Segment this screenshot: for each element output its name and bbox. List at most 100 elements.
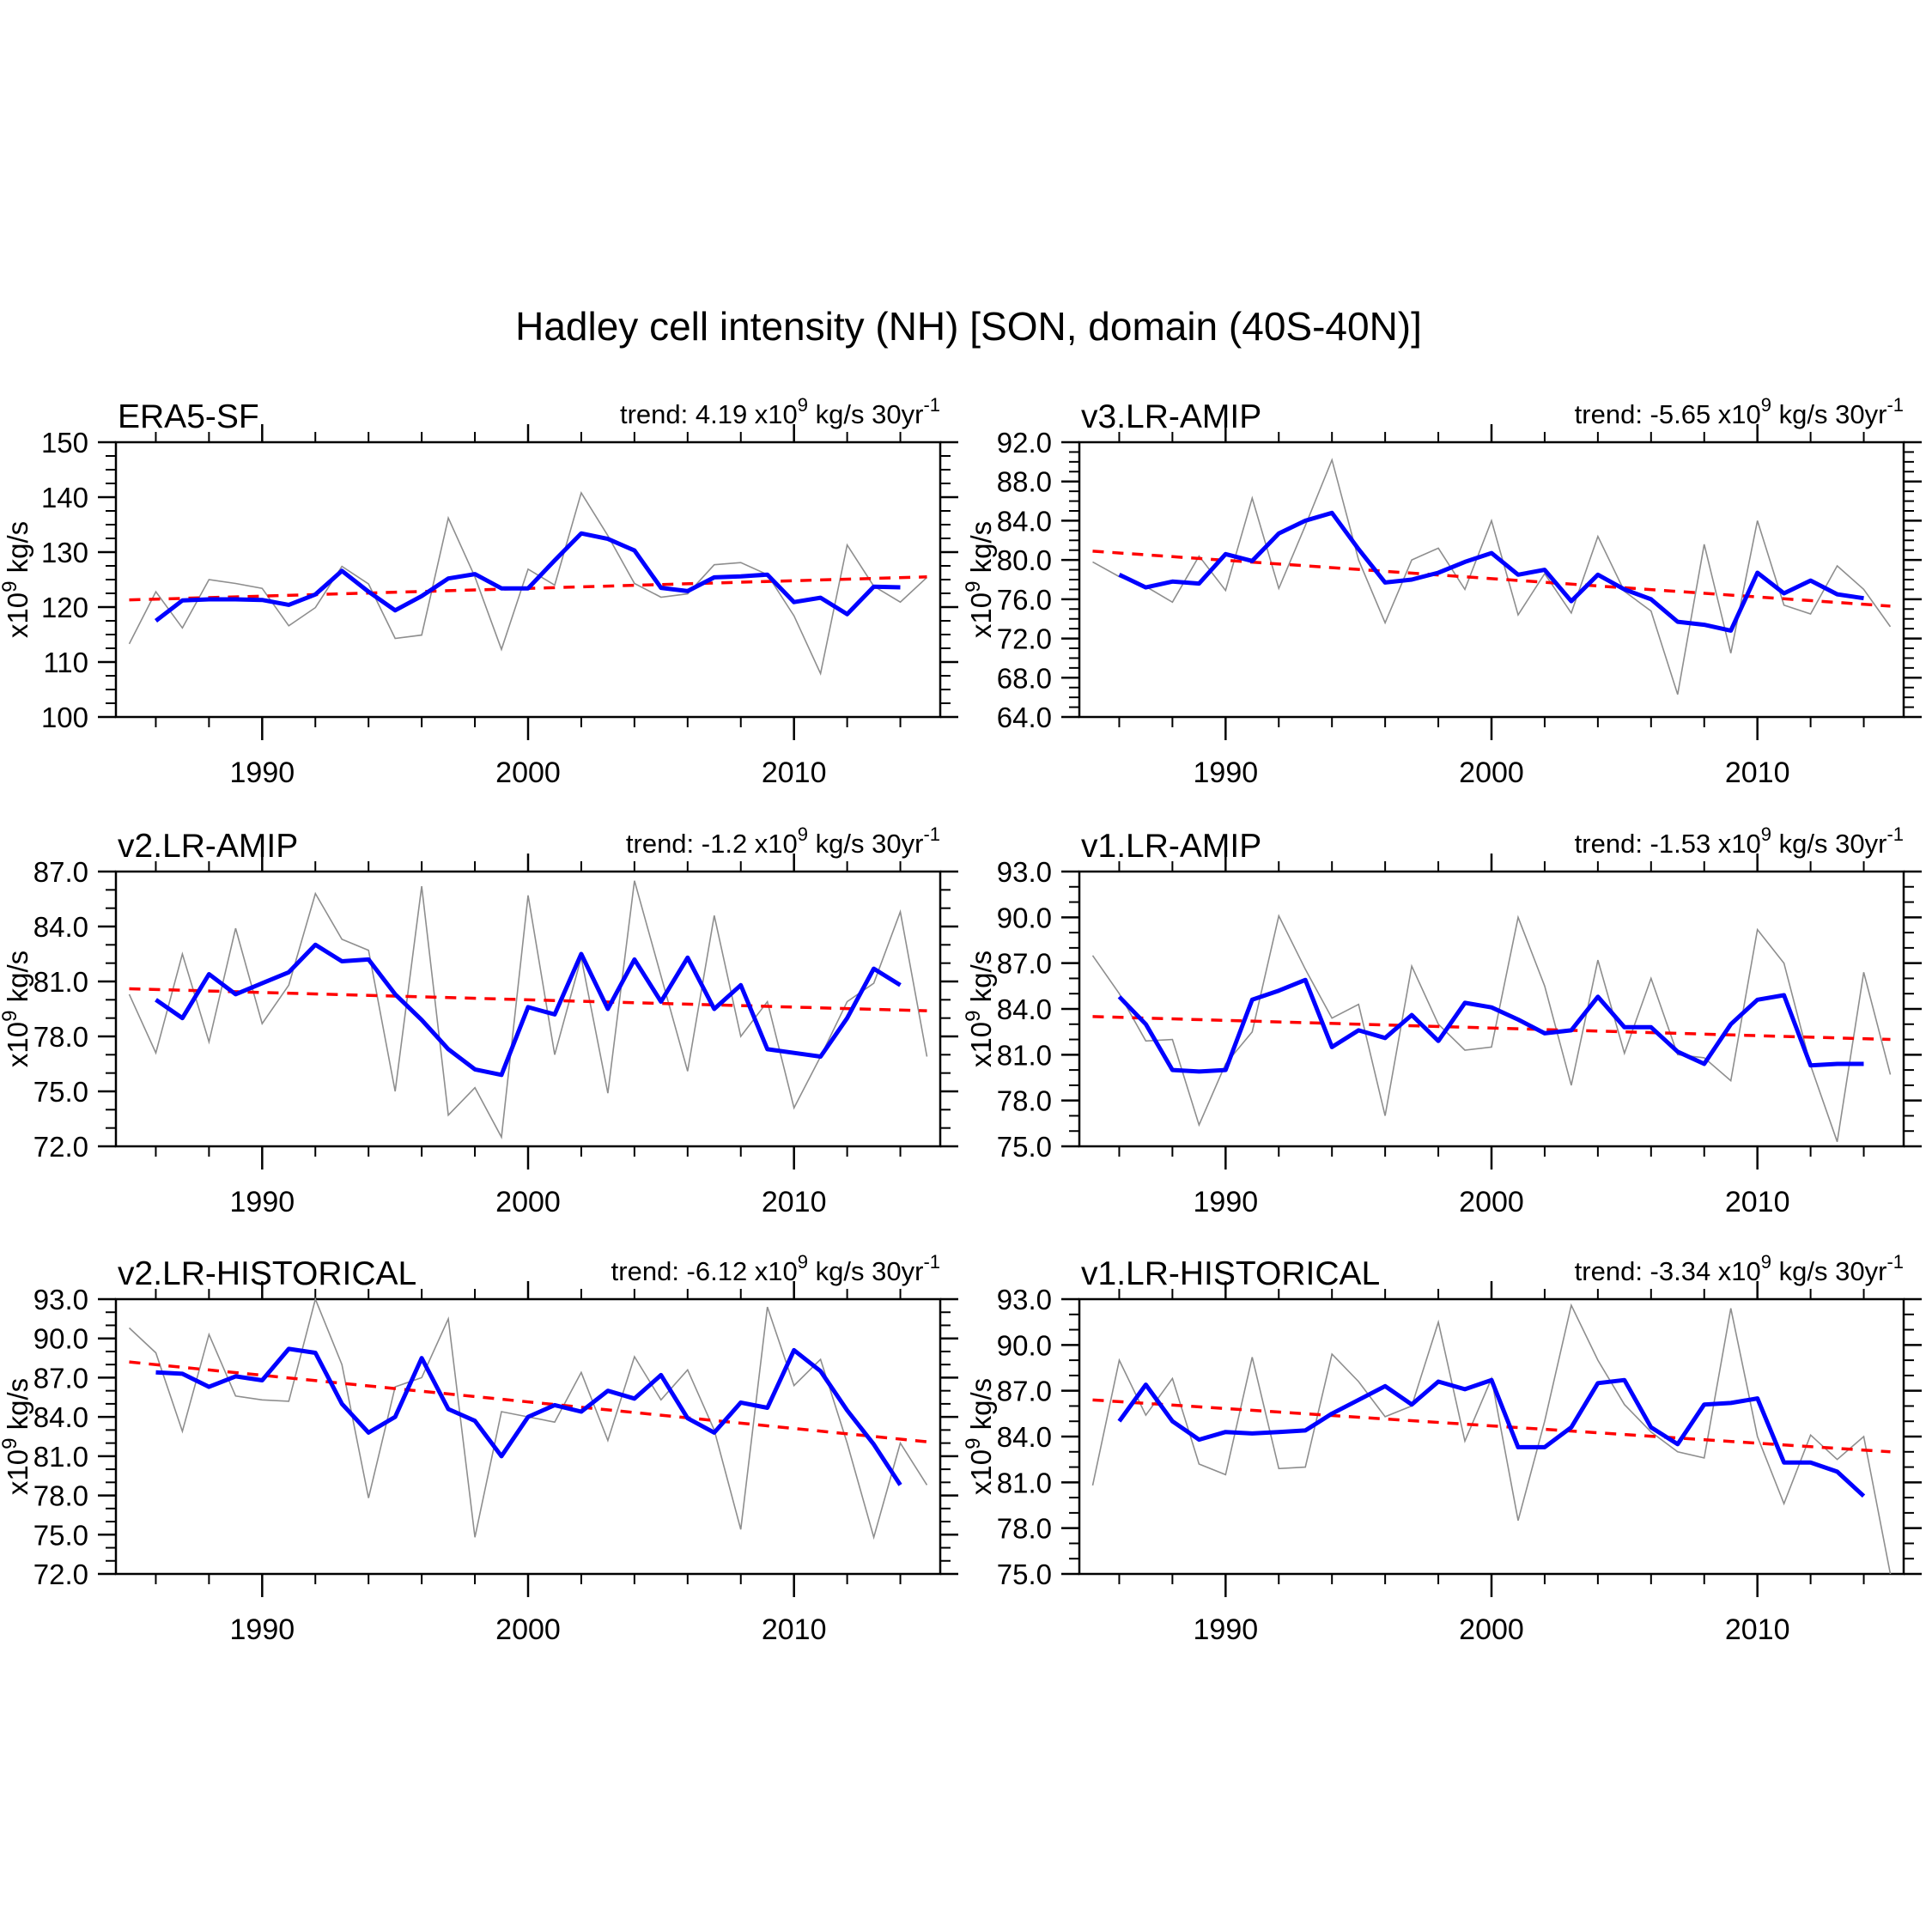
y-axis-label: x109 kg/s [0, 1378, 33, 1495]
y-tick-label: 100 [41, 702, 88, 733]
panel-v1.LR-HISTORICAL: 75.0 78.0 81.0 84.0 87.0 90.0 93.0 1990 2000 2010… [962, 1251, 1922, 1646]
y-tick-label: 87.0 [33, 1362, 88, 1394]
panel-title: ERA5-SF [118, 398, 259, 435]
annual-line [128, 880, 928, 1139]
y-tick-label: 120 [41, 592, 88, 623]
trend-line [1092, 1398, 1891, 1454]
x-tick-label: 2000 [495, 756, 561, 789]
annual-line [128, 490, 928, 676]
x-tick-label: 2000 [1459, 1613, 1524, 1646]
smoothed-line [1118, 510, 1864, 633]
x-tick-label: 2010 [1725, 1186, 1790, 1218]
y-tick-label: 72.0 [33, 1131, 88, 1163]
x-tick-label: 1990 [230, 1186, 295, 1218]
panel-title: v1.LR-AMIP [1081, 828, 1261, 865]
y-tick-label: 84.0 [997, 993, 1052, 1025]
panel-v1.LR-AMIP: 75.0 78.0 81.0 84.0 87.0 90.0 93.0 1990 2000 2010… [962, 823, 1922, 1218]
y-tick-label: 84.0 [33, 911, 88, 943]
y-axis-label: x109 kg/s [962, 1378, 997, 1495]
smoothed-line [155, 1346, 902, 1486]
y-tick-label: 88.0 [997, 466, 1052, 498]
y-tick-label: 78.0 [997, 1085, 1052, 1117]
y-tick-label: 150 [41, 427, 88, 459]
trend-line [129, 1360, 927, 1443]
y-tick-label: 75.0 [33, 1076, 88, 1108]
y-tick-label: 78.0 [33, 1480, 88, 1512]
trend-line [1092, 550, 1891, 608]
y-tick-label: 72.0 [997, 623, 1052, 655]
y-tick-label: 64.0 [997, 702, 1052, 733]
x-tick-label: 2010 [1725, 756, 1790, 789]
y-tick-label: 68.0 [997, 662, 1052, 694]
y-tick-label: 87.0 [997, 948, 1052, 980]
panel-v2.LR-AMIP: 72.0 75.0 78.0 81.0 84.0 87.0 1990 2000 2010 v2.L… [0, 823, 958, 1218]
y-tick-label: 81.0 [997, 1467, 1052, 1498]
y-axis-label: x109 kg/s [0, 521, 33, 638]
y-tick-label: 80.0 [997, 544, 1052, 576]
y-tick-label: 87.0 [997, 1376, 1052, 1407]
panel-v2.LR-HISTORICAL: 72.0 75.0 78.0 81.0 84.0 87.0 90.0 93.0 1990 2000… [0, 1251, 958, 1646]
annual-line [1091, 914, 1892, 1142]
y-tick-label: 81.0 [33, 1441, 88, 1473]
figure-title: Hadley cell intensity (NH) [SON, domain … [515, 304, 1422, 349]
y-tick-label: 90.0 [997, 1329, 1052, 1361]
trend-line [1092, 1015, 1891, 1042]
trend-label: trend: -1.2 x109 kg/s 30yr-1 [626, 823, 940, 859]
plot-frame [114, 1297, 942, 1576]
smoothed-line [154, 531, 901, 623]
y-axis-label: x109 kg/s [962, 521, 997, 638]
y-tick-label: 76.0 [997, 584, 1052, 616]
y-tick-label: 130 [41, 537, 88, 568]
y-tick-label: 87.0 [33, 856, 88, 888]
y-tick-label: 110 [43, 647, 88, 678]
y-tick-label: 75.0 [33, 1519, 88, 1551]
y-tick-label: 90.0 [997, 902, 1052, 933]
trend-label: trend: -1.53 x109 kg/s 30yr-1 [1575, 823, 1904, 859]
trend-label: trend: -6.12 x109 kg/s 30yr-1 [611, 1251, 940, 1286]
x-tick-label: 1990 [230, 756, 295, 789]
x-tick-label: 2000 [495, 1613, 561, 1646]
panel-title: v2.LR-HISTORICAL [118, 1255, 416, 1292]
trend-label: trend: -3.34 x109 kg/s 30yr-1 [1575, 1251, 1904, 1286]
smoothed-line [1117, 1377, 1866, 1498]
x-tick-label: 1990 [230, 1613, 295, 1646]
y-tick-label: 78.0 [33, 1021, 88, 1053]
x-tick-label: 2010 [762, 1186, 827, 1218]
y-tick-label: 81.0 [33, 966, 88, 998]
x-tick-label: 2010 [762, 1613, 827, 1646]
trend-line [129, 987, 927, 1012]
panel-title: v2.LR-AMIP [118, 828, 298, 865]
y-tick-label: 93.0 [997, 1284, 1052, 1315]
y-tick-label: 81.0 [997, 1039, 1052, 1071]
panel-title: v3.LR-AMIP [1081, 398, 1261, 435]
y-tick-label: 93.0 [33, 1284, 88, 1315]
x-tick-label: 2000 [1459, 756, 1524, 789]
trend-label: trend: 4.19 x109 kg/s 30yr-1 [620, 394, 940, 429]
annual-line [1092, 458, 1892, 695]
y-axis-label: x109 kg/s [0, 951, 33, 1067]
x-tick-label: 2000 [495, 1186, 561, 1218]
x-tick-label: 2010 [1725, 1613, 1790, 1646]
y-tick-label: 140 [41, 482, 88, 513]
smoothed-line [155, 942, 902, 1078]
trend-label: trend: -5.65 x109 kg/s 30yr-1 [1575, 394, 1904, 429]
y-tick-label: 75.0 [997, 1131, 1052, 1163]
y-tick-label: 90.0 [33, 1323, 88, 1355]
y-tick-label: 92.0 [997, 427, 1052, 459]
y-tick-label: 72.0 [33, 1558, 88, 1590]
panel-v3.LR-AMIP: 64.0 68.0 72.0 76.0 80.0 84.0 88.0 92.0 1990 2000… [962, 394, 1922, 789]
y-axis-label: x109 kg/s [962, 951, 997, 1067]
x-tick-label: 1990 [1194, 1613, 1259, 1646]
y-tick-label: 84.0 [33, 1401, 88, 1433]
plot-frame [114, 440, 942, 719]
y-tick-label: 78.0 [997, 1513, 1052, 1545]
annual-line [1091, 1303, 1892, 1575]
y-tick-label: 84.0 [997, 505, 1052, 537]
y-tick-label: 84.0 [997, 1421, 1052, 1453]
y-tick-label: 75.0 [997, 1558, 1052, 1590]
x-tick-label: 1990 [1194, 1186, 1259, 1218]
x-tick-label: 2000 [1459, 1186, 1524, 1218]
smoothed-line [1117, 977, 1864, 1074]
